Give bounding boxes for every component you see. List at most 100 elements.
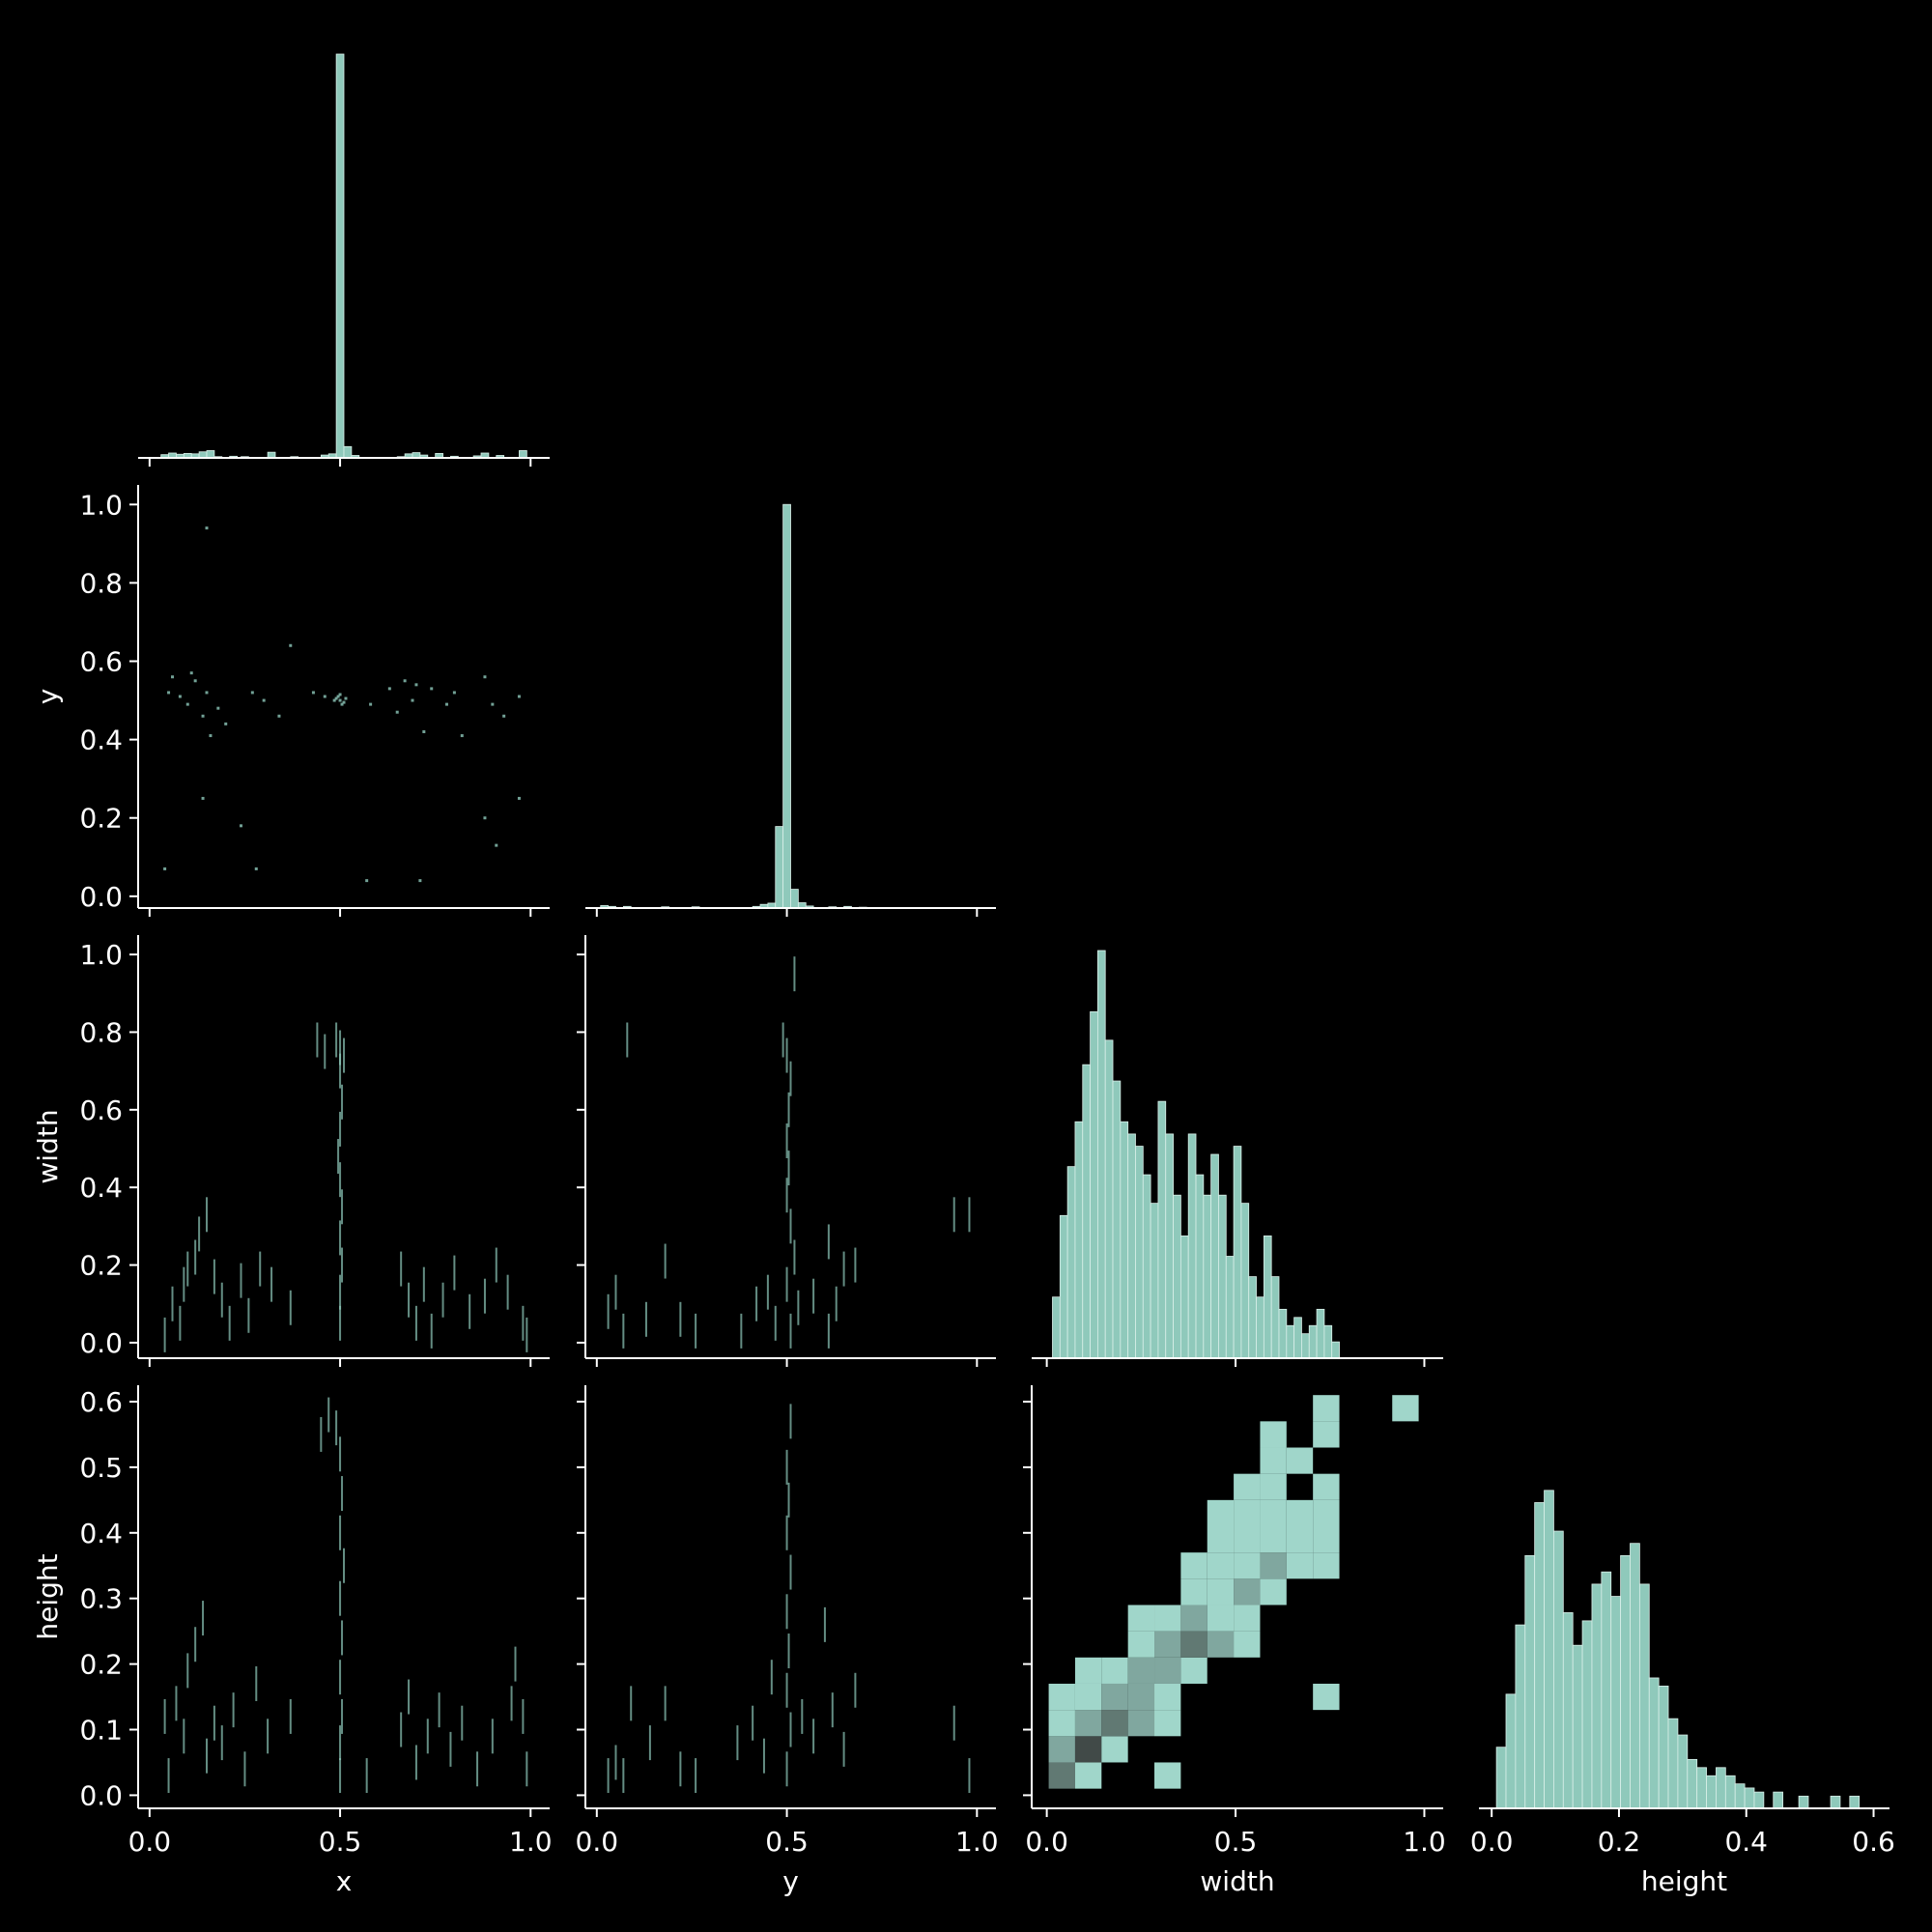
hist2d-cell-width-height-49 [1286, 1552, 1314, 1579]
hist2d-cell-width-height-46 [1260, 1473, 1287, 1500]
hist2d-cell-width-height-55 [1313, 1526, 1340, 1553]
point-x-y-42 [365, 879, 369, 883]
hist-bar-width-19 [1195, 1174, 1205, 1359]
point-x-y-13 [216, 706, 220, 710]
point-x-height-29 [400, 1712, 403, 1747]
point-x-width-17 [183, 1266, 185, 1302]
hist2d-cell-width-height-11 [1101, 1683, 1128, 1711]
point-x-y-34 [491, 702, 495, 706]
point-y-width-14 [607, 1293, 610, 1329]
point-x-width-24 [228, 1305, 231, 1341]
point-x-y-37 [163, 867, 167, 870]
hist-bar-width-15 [1165, 1133, 1174, 1359]
hist-bar-width-37 [1331, 1341, 1340, 1359]
hist2d-cell-width-height-22 [1154, 1631, 1181, 1658]
hist-bar-width-20 [1203, 1194, 1212, 1359]
point-x-width-14 [339, 1305, 342, 1341]
hist-bar-height-9 [1581, 1620, 1593, 1809]
point-x-width-25 [240, 1263, 242, 1298]
point-x-height-38 [510, 1686, 513, 1721]
point-y-height-2 [787, 1482, 790, 1518]
point-x-y-16 [209, 734, 213, 738]
point-x-y-49 [369, 702, 373, 706]
point-y-height-4 [789, 1554, 792, 1590]
hist-bar-height-1 [1505, 1693, 1517, 1809]
hist-bar-width-30 [1278, 1308, 1288, 1359]
point-y-width-19 [679, 1301, 682, 1337]
hist-bar-height-8 [1572, 1644, 1583, 1809]
point-x-y-12 [205, 691, 209, 695]
hist-bar-x-26 [519, 450, 527, 459]
point-x-y-36 [517, 695, 521, 698]
y-tick-label-y-2: 0.4 [79, 724, 123, 756]
hist2d-cell-width-height-25 [1180, 1631, 1208, 1658]
x-axis-label-y: y [782, 1865, 799, 1897]
point-x-y-27 [414, 683, 418, 687]
point-y-width-24 [774, 1305, 777, 1341]
hist-bar-x-14 [335, 53, 345, 459]
hist-bar-width-3 [1074, 1121, 1084, 1359]
hist2d-cell-width-height-50 [1286, 1526, 1314, 1553]
point-x-width-18 [186, 1251, 189, 1287]
hist2d-cell-width-height-28 [1180, 1552, 1208, 1579]
point-y-width-8 [785, 1178, 788, 1213]
point-x-width-9 [339, 1162, 342, 1198]
point-x-width-38 [469, 1293, 471, 1329]
point-x-height-6 [343, 1548, 345, 1583]
point-x-y-6 [332, 698, 336, 702]
point-x-y-8 [171, 675, 174, 679]
point-x-height-20 [206, 1738, 208, 1774]
point-x-height-23 [232, 1692, 235, 1728]
point-x-width-36 [441, 1282, 444, 1318]
hist-bar-width-9 [1120, 1121, 1129, 1359]
point-x-y-5 [338, 693, 342, 696]
hist2d-cell-width-height-41 [1234, 1473, 1261, 1500]
point-x-width-3 [339, 1030, 342, 1065]
point-y-width-15 [614, 1274, 617, 1310]
y-tick-label-width-4: 0.8 [79, 1016, 123, 1048]
point-x-width-32 [408, 1282, 411, 1318]
point-x-y-10 [189, 671, 193, 675]
point-y-height-28 [952, 1705, 955, 1741]
hist2d-cell-width-height-53 [1313, 1683, 1340, 1711]
x-tick-label-x-2: 1.0 [509, 1826, 553, 1858]
point-y-height-23 [812, 1719, 815, 1754]
point-y-height-18 [736, 1725, 739, 1761]
hist-bar-width-23 [1225, 1256, 1235, 1359]
point-y-height-24 [823, 1606, 826, 1642]
x-axis-label-width: width [1200, 1865, 1274, 1897]
hist-bar-width-29 [1270, 1276, 1280, 1359]
point-x-width-2 [335, 1022, 338, 1058]
point-x-height-16 [183, 1719, 185, 1754]
hist2d-cell-width-height-36 [1234, 1605, 1261, 1632]
point-y-width-30 [827, 1313, 830, 1349]
hist-bar-height-14 [1630, 1543, 1640, 1809]
point-x-width-41 [506, 1274, 509, 1310]
hist2d-cell-width-height-45 [1260, 1499, 1287, 1526]
point-x-y-0 [338, 698, 342, 702]
y-tick-label-height-6: 0.6 [79, 1386, 123, 1418]
hist-bar-height-13 [1620, 1554, 1631, 1809]
hist2d-cell-width-height-33 [1207, 1526, 1235, 1553]
hist-bar-height-5 [1544, 1490, 1554, 1809]
hist-bar-width-14 [1157, 1100, 1167, 1359]
point-y-width-9 [789, 1208, 792, 1244]
point-x-height-10 [341, 1698, 344, 1734]
point-y-height-16 [679, 1751, 682, 1787]
hist2d-cell-width-height-51 [1286, 1499, 1314, 1526]
point-y-height-7 [785, 1672, 788, 1708]
point-y-height-20 [762, 1738, 765, 1774]
point-y-width-18 [664, 1243, 667, 1279]
hist-bar-width-17 [1179, 1236, 1189, 1359]
y-tick-label-width-3: 0.6 [79, 1094, 123, 1126]
hist2d-cell-width-height-1 [1048, 1736, 1075, 1763]
point-x-width-42 [522, 1305, 525, 1341]
x-tick-label-x-1: 0.5 [319, 1826, 362, 1858]
point-x-height-14 [167, 1758, 170, 1794]
hist-bar-width-12 [1142, 1174, 1151, 1359]
point-x-height-1 [327, 1397, 330, 1433]
point-x-y-3 [336, 695, 340, 698]
point-y-height-1 [785, 1449, 788, 1485]
y-tick-label-width-1: 0.2 [79, 1250, 123, 1282]
